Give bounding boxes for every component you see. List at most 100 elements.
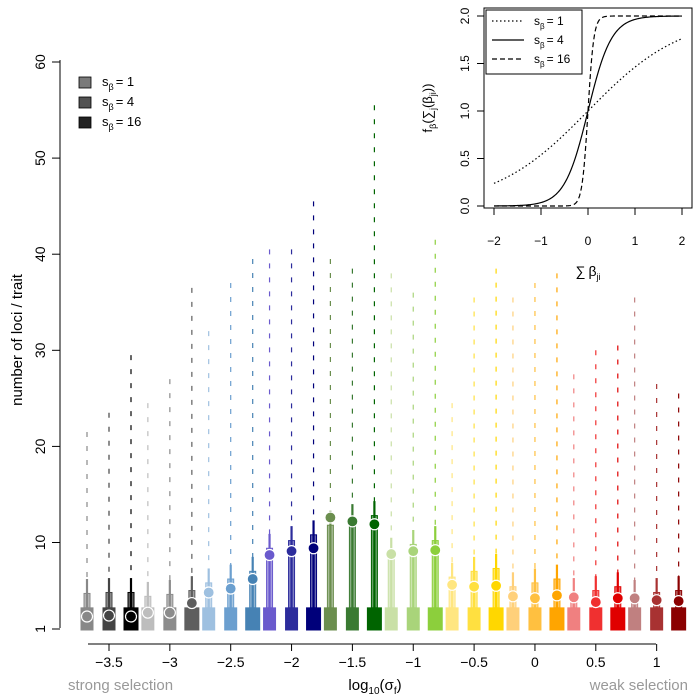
mean-point [185,596,198,610]
box-upper [166,593,174,609]
box [202,607,216,631]
y-tick-label: 60 [32,54,48,70]
inset-x-tick-label: 1 [632,234,639,248]
box [406,607,420,631]
mean-point [385,547,398,561]
y-tick-label: 40 [32,246,48,262]
inset-legend-label: sβ = 1 [534,14,564,31]
inset-y-axis-title: fβ(∑j(βji)) [420,84,438,133]
mean-point [163,606,176,619]
box [567,607,581,631]
x-tick-label: 1 [653,654,661,670]
box-group [628,297,687,631]
mean-point [224,582,237,595]
mean-point [550,589,564,602]
inset-chart: 0.0 0.5 1.0 1.5 2.0 −2 −1 0 1 2 sβ = 1 sβ = 4 sβ = 16… [420,7,693,282]
box-group [506,273,565,631]
inset-x-tick-label: 2 [679,234,686,248]
box [671,607,687,631]
mean-point [202,586,215,599]
x-tick-label: −0.5 [460,654,488,670]
mean-point [611,592,624,605]
x-tick-label: −2.5 [217,654,245,670]
legend-label: sβ = 16 [102,114,141,132]
mean-point [528,592,542,605]
mean-point [141,606,154,619]
box-group [202,259,261,631]
mean-point [324,511,337,524]
mean-point [263,548,276,562]
box-upper [249,570,257,609]
box [549,607,565,631]
box [589,607,603,631]
box [366,607,382,631]
box [224,607,238,631]
box [384,607,398,631]
box-upper [387,551,395,609]
mean-point [589,595,602,609]
x-tick-label: −3 [162,654,178,670]
mean-point [672,595,685,608]
inset-legend-entry: sβ = 1 [492,14,564,31]
box [528,607,542,631]
box-upper [348,517,356,609]
box-group [567,345,626,631]
legend-entry: sβ = 16 [78,114,141,132]
box-upper [370,515,378,609]
box [506,607,520,631]
box-upper [105,591,113,609]
y-tick-label: 10 [32,535,48,551]
y-tick-label: 20 [32,438,48,454]
box-groups [80,105,687,631]
mean-point [490,579,503,592]
box [610,607,626,631]
box [263,607,277,631]
inset-y-ticks: 0.0 0.5 1.0 1.5 2.0 [458,7,484,214]
legend-label: sβ = 4 [102,94,134,112]
box [285,607,299,631]
box [306,607,322,631]
box-group [80,355,139,631]
x-axis-title: log10(σf) [348,677,401,697]
y-axis-title: number of loci / trait [9,273,26,406]
x-tick-label: −1.5 [339,654,367,670]
inset-x-tick-label: −1 [534,234,548,248]
y-tick-label: 50 [32,150,48,166]
box-upper [83,592,91,609]
box-group [263,201,322,631]
inset-x-tick-label: 0 [585,234,592,248]
inset-x-axis-title: ∑ βji [575,263,600,282]
mean-point [407,545,420,558]
mean-point [285,545,298,558]
inset-y-tick-label: 1.0 [458,102,472,119]
box [427,607,443,631]
box [445,607,459,631]
weak-selection-note: weak selection [589,677,688,694]
box-upper [266,547,274,609]
legend-entry: sβ = 4 [78,94,134,112]
mean-point [368,518,381,531]
inset-legend-label: sβ = 4 [534,33,564,50]
box [345,607,359,631]
box-upper [431,540,439,609]
mean-point [506,590,520,603]
box [184,607,200,631]
inset-y-tick-label: 0.0 [458,197,472,214]
x-tick-label: −2 [284,654,300,670]
box-group [384,239,443,631]
inset-curve [494,15,682,207]
box-upper [310,534,318,609]
box-group [141,287,200,631]
inset-legend-label: sβ = 16 [534,52,571,69]
box [488,607,504,631]
legend-label: sβ = 1 [102,74,134,92]
box-upper [127,591,135,609]
mean-point [446,578,459,591]
legend-entry: sβ = 1 [78,74,134,92]
mean-point [307,542,320,555]
x-tick-label: −1 [405,654,421,670]
box [650,607,664,631]
mean-point [429,544,442,557]
mean-point [80,610,94,623]
